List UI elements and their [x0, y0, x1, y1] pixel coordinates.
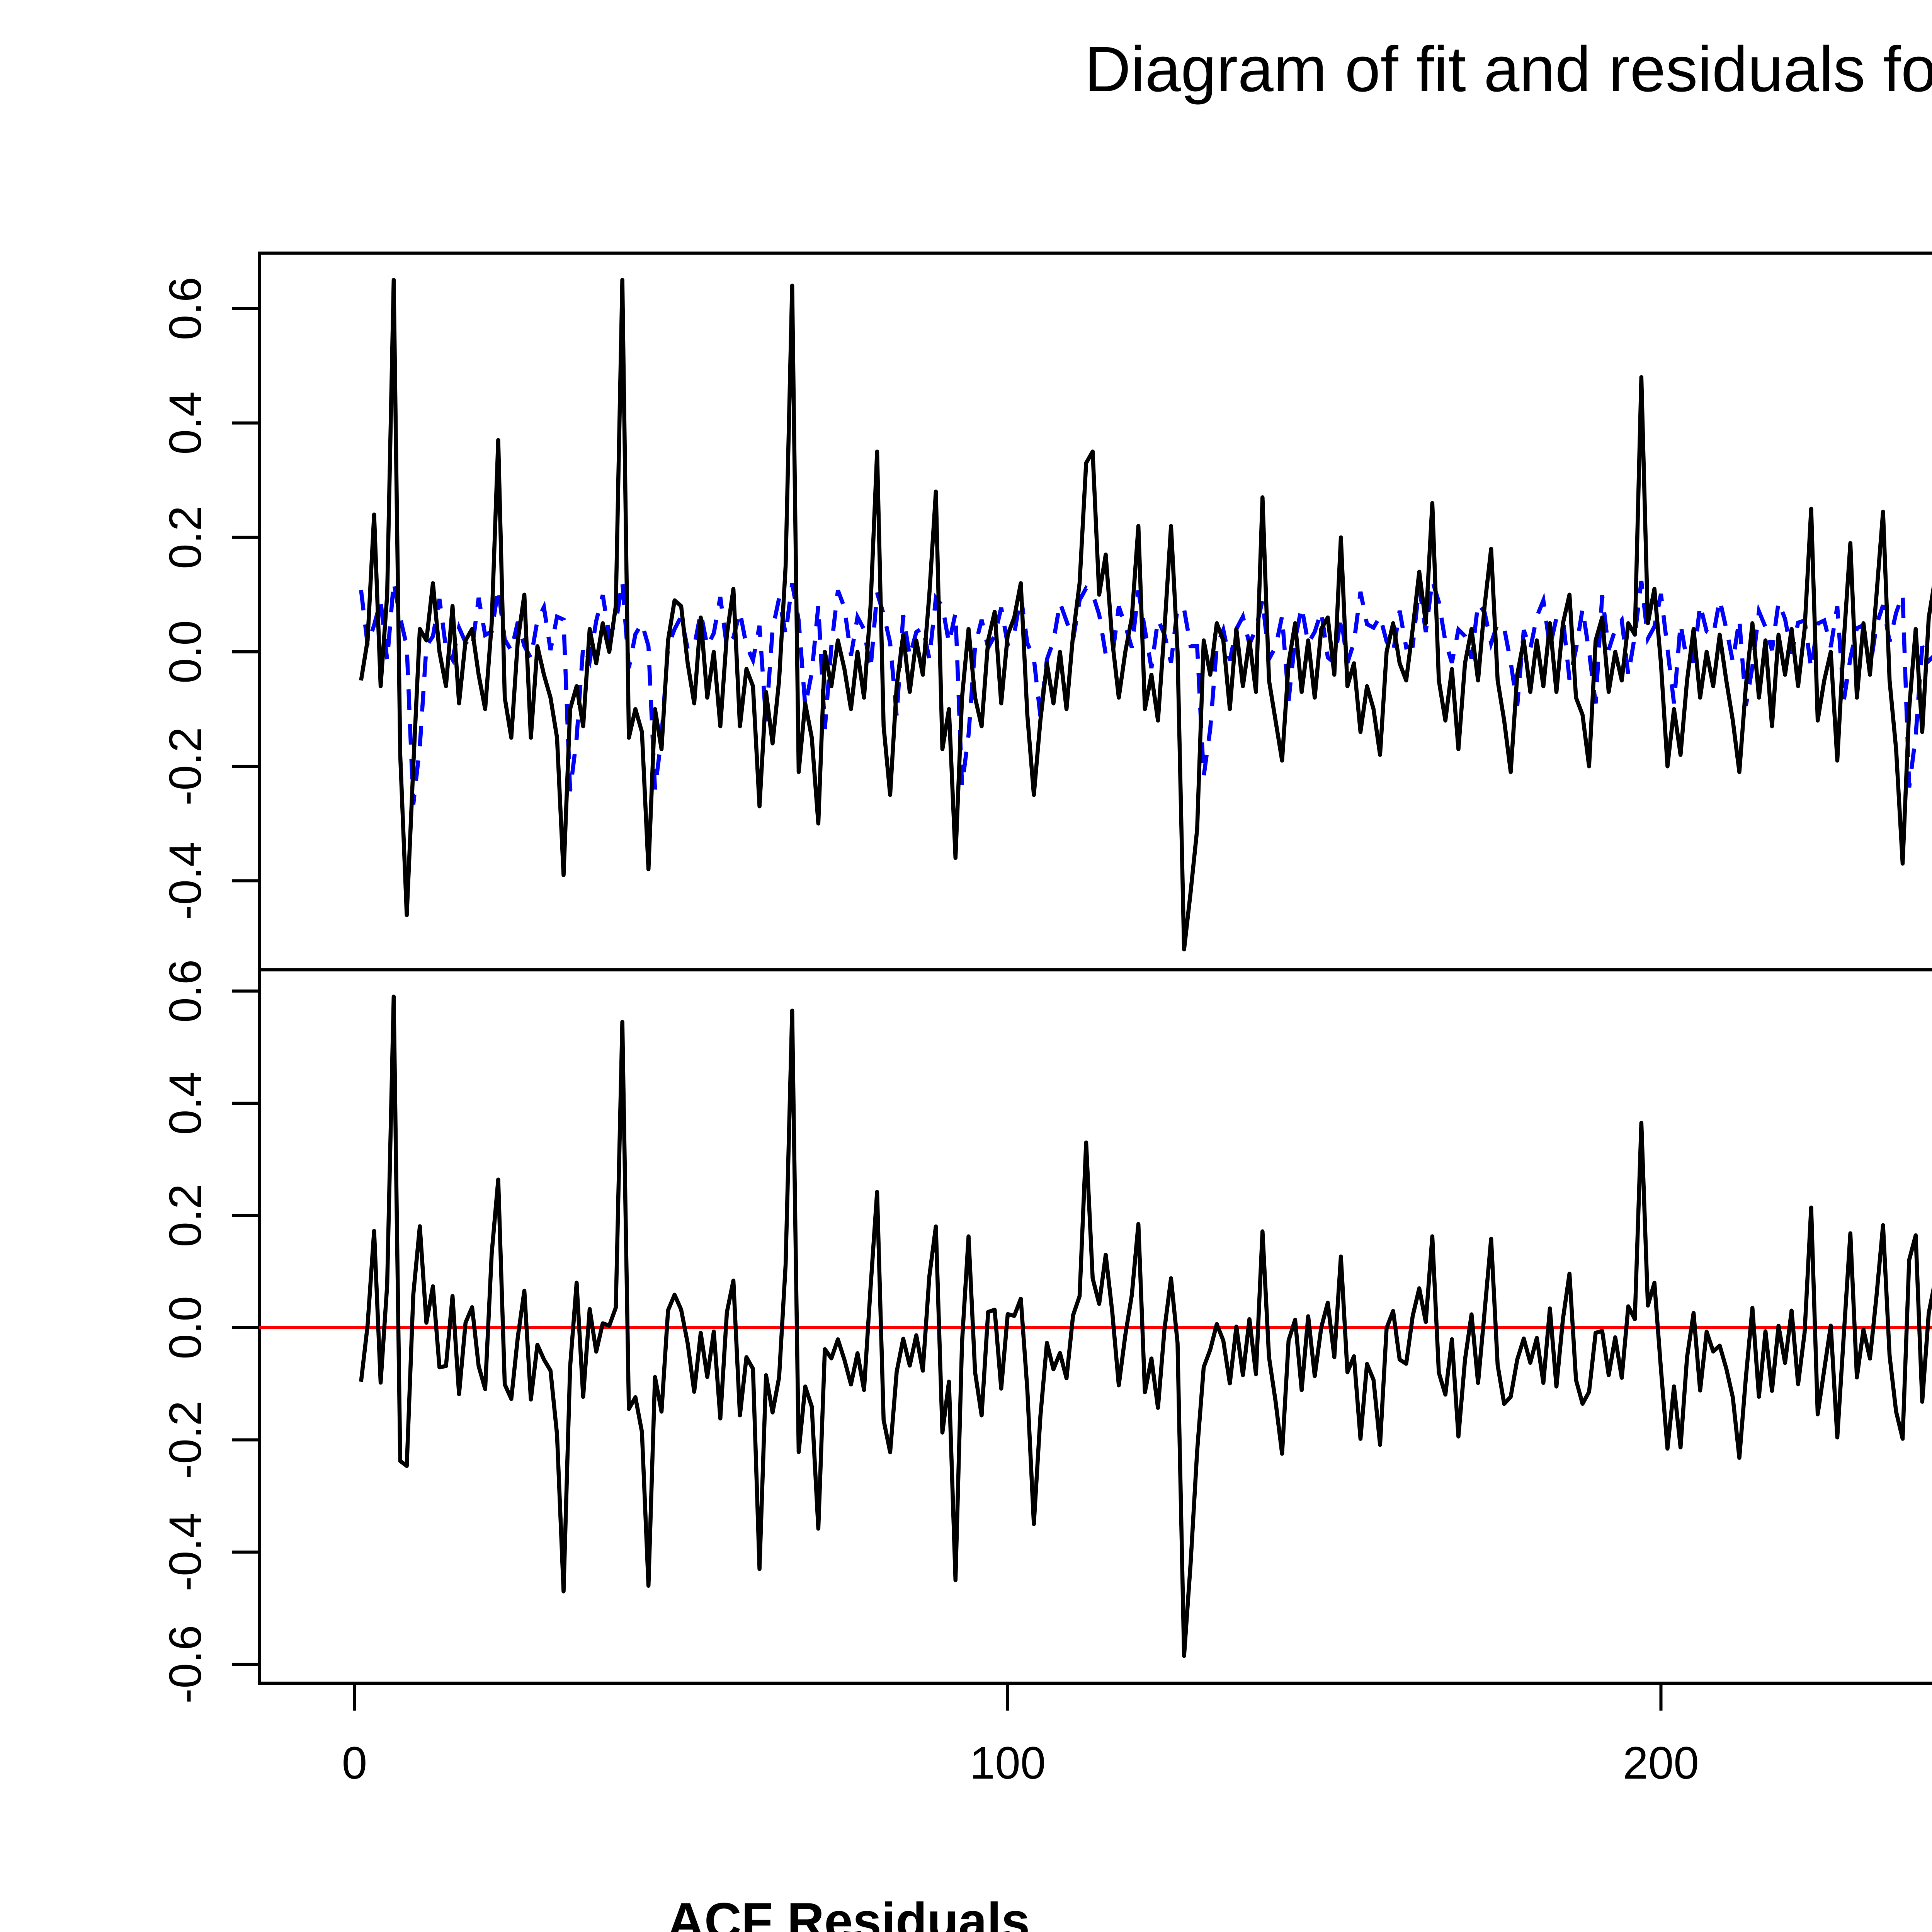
svg-text:0.4: 0.4 [160, 391, 211, 455]
svg-text:-0.2: -0.2 [160, 1401, 211, 1479]
svg-text:0.0: 0.0 [160, 620, 211, 684]
svg-text:-0.6: -0.6 [160, 1625, 211, 1704]
svg-text:200: 200 [1623, 1738, 1699, 1789]
svg-text:ACF Residuals: ACF Residuals [667, 1893, 1030, 1932]
svg-text:0.2: 0.2 [160, 506, 211, 569]
svg-text:100: 100 [970, 1738, 1046, 1789]
svg-text:0.6: 0.6 [160, 959, 211, 1023]
svg-text:0.6: 0.6 [160, 277, 211, 340]
svg-text:0.2: 0.2 [160, 1184, 211, 1247]
svg-text:0.0: 0.0 [160, 1296, 211, 1359]
svg-text:-0.4: -0.4 [160, 1513, 211, 1591]
svg-text:0: 0 [342, 1738, 367, 1789]
svg-text:Diagram of fit and residuals f: Diagram of fit and residuals for Potato [1085, 34, 1932, 105]
svg-text:-0.2: -0.2 [160, 727, 211, 806]
svg-text:0.4: 0.4 [160, 1071, 211, 1135]
svg-text:-0.4: -0.4 [160, 842, 211, 920]
